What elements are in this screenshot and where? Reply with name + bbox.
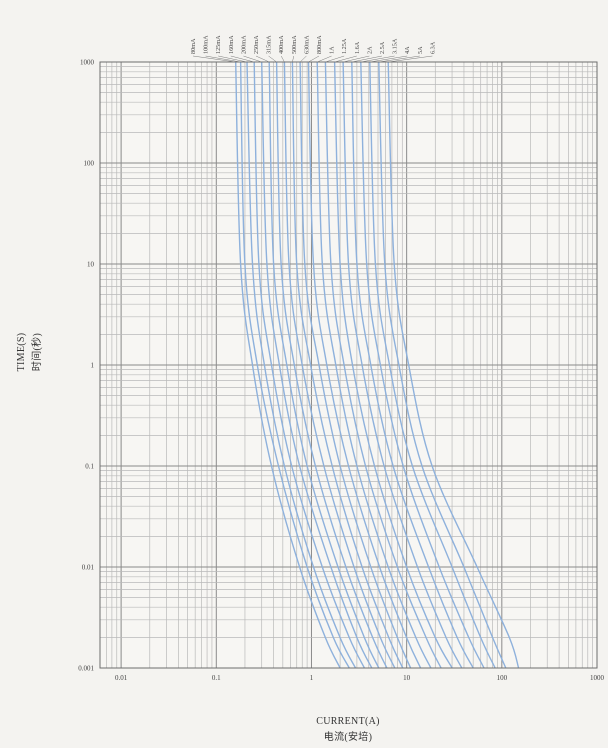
rating-label-3.15A: 3.15A bbox=[392, 38, 399, 54]
rating-label-400mA: 400mA bbox=[278, 35, 285, 54]
rating-label-630mA: 630mA bbox=[303, 35, 310, 54]
y-tick-label: 1000 bbox=[80, 59, 95, 67]
rating-leader-line bbox=[317, 55, 332, 63]
rating-leader-line bbox=[343, 55, 370, 63]
rating-leader-line bbox=[243, 55, 262, 63]
curve-series bbox=[235, 61, 520, 669]
rating-label-500mA: 500mA bbox=[291, 35, 298, 54]
x-tick-label: 10 bbox=[403, 674, 411, 682]
rating-label-315mA: 315mA bbox=[266, 35, 273, 54]
series-line-125mA bbox=[246, 61, 357, 669]
rating-leader-line bbox=[378, 55, 420, 63]
series-line-1.6A bbox=[333, 61, 453, 669]
rating-label-6.3A: 6.3A bbox=[429, 41, 436, 54]
y-tick-label: 0.001 bbox=[78, 665, 94, 673]
x-tick-label: 1000 bbox=[590, 674, 605, 682]
series-line-2.5A bbox=[351, 61, 474, 669]
rating-label-1.6A: 1.6A bbox=[354, 41, 361, 54]
rating-label-1A: 1A bbox=[329, 46, 336, 54]
rating-leader-line bbox=[280, 55, 285, 63]
y-axis-title: TIME(S) bbox=[16, 333, 27, 372]
rating-label-80mA: 80mA bbox=[190, 38, 197, 54]
y-tick-label: 100 bbox=[84, 160, 95, 168]
rating-leader-line bbox=[360, 55, 395, 63]
series-line-100mA bbox=[239, 61, 350, 669]
series-line-5A bbox=[378, 61, 507, 669]
rating-leader-line bbox=[308, 55, 320, 63]
y-axis-title-cn: 时间(秒) bbox=[30, 333, 43, 371]
series-line-1.25A bbox=[324, 61, 442, 669]
rating-label-5A: 5A bbox=[417, 46, 424, 54]
series-line-4A bbox=[369, 61, 496, 669]
series-line-630mA bbox=[299, 61, 412, 669]
rating-leader-line bbox=[388, 55, 433, 63]
rating-leader-line bbox=[268, 55, 277, 63]
rating-leader-line bbox=[325, 55, 345, 63]
rating-label-200mA: 200mA bbox=[240, 35, 247, 54]
series-line-80mA bbox=[235, 61, 341, 669]
rating-label-4A: 4A bbox=[404, 46, 411, 54]
y-tick-label: 10 bbox=[87, 261, 95, 269]
series-line-200mA bbox=[261, 61, 373, 669]
rating-leader-line bbox=[230, 55, 255, 63]
series-line-500mA bbox=[291, 61, 404, 669]
x-tick-label: 1 bbox=[310, 674, 314, 682]
series-line-1A bbox=[316, 61, 432, 669]
rating-leader-line bbox=[255, 55, 270, 63]
rating-label-800mA: 800mA bbox=[316, 35, 323, 54]
rating-labels: 80mA 100mA 125mA 160mA 200mA 250mA 315mA 400mA 5… bbox=[190, 35, 436, 63]
series-line-2A bbox=[342, 61, 463, 669]
series-line-315mA bbox=[275, 61, 388, 669]
x-axis-title-cn: 电流(安培) bbox=[324, 730, 372, 743]
rating-label-2A: 2A bbox=[366, 46, 373, 54]
series-line-400mA bbox=[283, 61, 396, 669]
rating-leader-line bbox=[351, 55, 383, 63]
x-tick-label: 0.01 bbox=[115, 674, 128, 682]
rating-label-125mA: 125mA bbox=[215, 35, 222, 54]
rating-leader-line bbox=[369, 55, 408, 63]
rating-leader-line bbox=[205, 55, 241, 63]
rating-leader-line bbox=[334, 55, 357, 63]
x-axis-title: CURRENT(A) bbox=[316, 716, 380, 727]
plot-frame bbox=[99, 61, 598, 669]
rating-label-100mA: 100mA bbox=[203, 35, 210, 54]
y-tick-label: 1 bbox=[91, 362, 95, 370]
rating-leader-line bbox=[299, 55, 307, 63]
rating-label-160mA: 160mA bbox=[228, 35, 235, 54]
series-line-6.3A bbox=[387, 61, 520, 669]
series-line-800mA bbox=[307, 61, 422, 669]
rating-leader-line bbox=[292, 55, 295, 63]
rating-leader-line bbox=[192, 55, 236, 63]
x-tick-label: 0.1 bbox=[212, 674, 221, 682]
rating-leader-line bbox=[218, 55, 248, 63]
y-tick-label: 0.1 bbox=[85, 463, 94, 471]
series-line-3.15A bbox=[360, 61, 485, 669]
y-tick-label: 0.01 bbox=[82, 564, 95, 572]
rating-label-250mA: 250mA bbox=[253, 35, 260, 54]
series-line-250mA bbox=[268, 61, 380, 669]
tick-labels: 0.01 0.1 1 10 100 1000 0.001 0.01 0.1 1 10 100 1000 bbox=[78, 59, 604, 683]
rating-label-1.25A: 1.25A bbox=[341, 38, 348, 54]
series-line-160mA bbox=[253, 61, 366, 669]
rating-label-2.5A: 2.5A bbox=[379, 41, 386, 54]
x-tick-label: 100 bbox=[497, 674, 508, 682]
